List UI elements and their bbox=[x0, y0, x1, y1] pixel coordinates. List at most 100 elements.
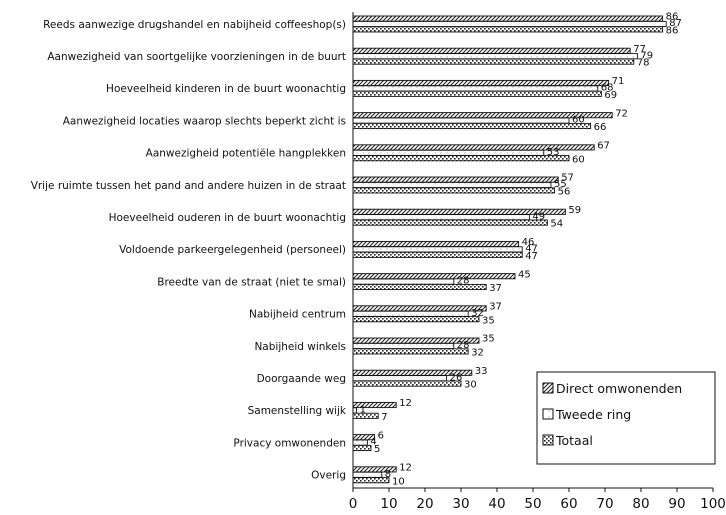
bar bbox=[352, 273, 516, 280]
data-label: 28 bbox=[457, 340, 470, 351]
legend-swatch bbox=[542, 382, 554, 394]
data-label: 77 bbox=[633, 44, 646, 55]
category-label: Nabijheid winkels bbox=[254, 341, 346, 353]
x-tick-label: 100 bbox=[700, 496, 726, 512]
data-label: 59 bbox=[568, 205, 581, 216]
x-tick-label: 40 bbox=[488, 496, 505, 512]
category-label: Overig bbox=[311, 470, 346, 482]
data-label: 4 bbox=[370, 437, 376, 448]
bar bbox=[352, 47, 631, 54]
data-label: 47 bbox=[525, 244, 538, 255]
bar bbox=[352, 90, 602, 97]
data-label: 54 bbox=[550, 219, 563, 230]
bar bbox=[352, 310, 469, 317]
category-label: Privacy omwonenden bbox=[233, 437, 346, 449]
bar bbox=[352, 375, 448, 382]
bar bbox=[352, 214, 530, 221]
category-label: Nabijheid centrum bbox=[249, 309, 346, 321]
bar bbox=[352, 117, 570, 124]
data-label: 12 bbox=[399, 398, 412, 409]
data-label: 71 bbox=[612, 76, 625, 87]
data-label: 55 bbox=[554, 179, 567, 190]
category-label: Vrije ruimte tussen het pand and andere … bbox=[31, 180, 346, 192]
data-label: 8 bbox=[385, 469, 391, 480]
data-label: 32 bbox=[471, 308, 484, 319]
x-tick-label: 60 bbox=[560, 496, 577, 512]
data-label: 66 bbox=[594, 122, 607, 133]
data-label: 12 bbox=[399, 463, 412, 474]
data-label: 69 bbox=[604, 90, 617, 101]
data-label: 78 bbox=[637, 58, 650, 69]
data-label: 56 bbox=[558, 187, 571, 198]
bar bbox=[352, 26, 664, 33]
legend-swatch bbox=[542, 408, 554, 420]
bar bbox=[352, 278, 455, 285]
bar bbox=[352, 477, 390, 484]
category-label: Breedte van de straat (niet te smal) bbox=[157, 276, 346, 288]
data-label: 6 bbox=[378, 430, 384, 441]
bar bbox=[352, 348, 469, 355]
x-tick-label: 0 bbox=[349, 496, 358, 512]
data-label: 33 bbox=[475, 366, 488, 377]
data-label: 32 bbox=[471, 348, 484, 359]
x-tick-label: 80 bbox=[632, 496, 649, 512]
data-label: 26 bbox=[450, 372, 463, 383]
category-label: Voldoende parkeergelegenheid (personeel) bbox=[119, 244, 346, 256]
data-label: 67 bbox=[597, 141, 610, 152]
data-label: 57 bbox=[561, 173, 574, 184]
data-label: 79 bbox=[640, 50, 653, 61]
data-label: 53 bbox=[547, 147, 560, 158]
category-label: Hoeveelheid ouderen in de buurt woonacht… bbox=[109, 212, 346, 224]
category-label: Aanwezigheid van soortgelijke voorzienin… bbox=[47, 51, 346, 63]
data-label: 60 bbox=[572, 154, 585, 165]
bar bbox=[352, 305, 487, 312]
category-label: Reeds aanwezige drugshandel en nabijheid… bbox=[43, 19, 346, 31]
legend-label: Direct omwonenden bbox=[556, 381, 682, 396]
bar bbox=[352, 407, 358, 414]
bar bbox=[352, 15, 664, 22]
data-label: 10 bbox=[392, 476, 405, 487]
bar bbox=[352, 85, 599, 92]
bar bbox=[352, 181, 552, 189]
bar bbox=[352, 155, 570, 162]
bar bbox=[352, 219, 548, 226]
data-label: 68 bbox=[601, 83, 614, 94]
category-label: Samenstelling wijk bbox=[248, 405, 347, 417]
bar bbox=[352, 316, 480, 323]
bar bbox=[352, 444, 372, 452]
bar bbox=[352, 176, 559, 183]
legend-box bbox=[536, 371, 716, 465]
category-label: Hoeveelheid kinderen in de buurt woonach… bbox=[106, 83, 346, 95]
bar bbox=[352, 187, 556, 194]
plot-area: Reeds aanwezige drugshandel en nabijheid… bbox=[31, 12, 726, 512]
data-label: 86 bbox=[666, 26, 679, 37]
legend-label: Tweede ring bbox=[555, 407, 631, 422]
legend: Direct omwonenden Tweede ring Totaal bbox=[536, 371, 716, 465]
bar bbox=[352, 79, 610, 87]
bar bbox=[352, 246, 523, 253]
bar bbox=[352, 380, 462, 387]
data-label: 86 bbox=[666, 12, 679, 23]
bar bbox=[352, 20, 667, 28]
data-label: 1 bbox=[360, 405, 366, 416]
bar bbox=[352, 122, 592, 130]
bar bbox=[352, 240, 520, 248]
bar bbox=[352, 58, 635, 65]
bar bbox=[352, 471, 383, 478]
category-label: Doorgaande weg bbox=[257, 373, 346, 385]
x-tick-label: 10 bbox=[380, 496, 397, 512]
bar bbox=[352, 251, 523, 258]
data-label: 37 bbox=[489, 302, 502, 313]
x-tick-label: 50 bbox=[524, 496, 541, 512]
bar bbox=[352, 149, 545, 156]
data-label: 30 bbox=[464, 380, 477, 391]
data-label: 37 bbox=[489, 283, 502, 294]
data-label: 7 bbox=[381, 412, 387, 423]
x-tick-label: 30 bbox=[452, 496, 469, 512]
bar bbox=[352, 439, 368, 446]
data-label: 60 bbox=[572, 115, 585, 126]
data-label: 45 bbox=[518, 269, 531, 280]
data-label: 35 bbox=[482, 334, 495, 345]
data-label: 46 bbox=[522, 237, 535, 248]
